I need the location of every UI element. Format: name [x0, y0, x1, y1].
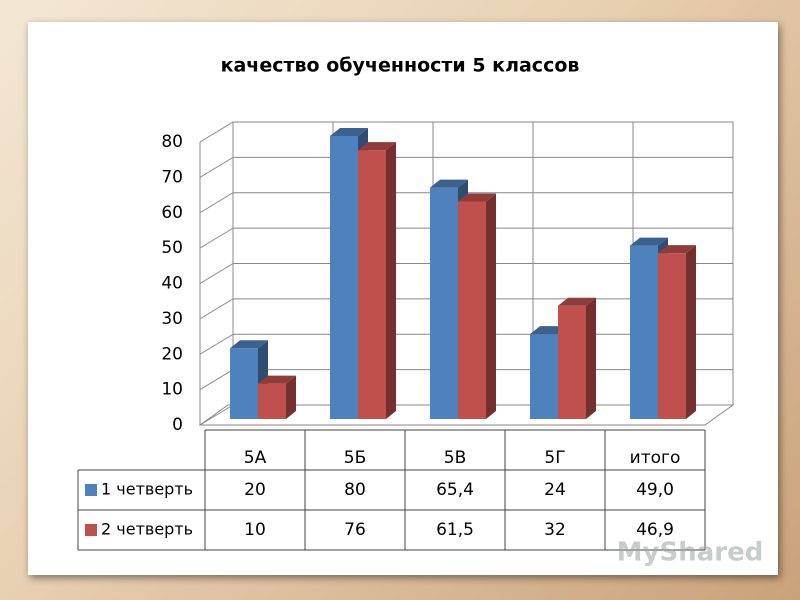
grid-line [199, 404, 234, 426]
bar-face [358, 142, 396, 151]
legend-label: 1 четверть [101, 480, 193, 499]
bar [358, 142, 396, 419]
grid-line [199, 369, 234, 391]
table-value: 24 [544, 480, 566, 500]
table-value: 65,4 [436, 480, 474, 500]
bar-face [530, 334, 558, 419]
bar-face [258, 375, 296, 384]
y-tick-label: 20 [161, 344, 183, 364]
y-tick-label: 50 [161, 238, 183, 258]
bar-face [458, 193, 496, 202]
grid-line [199, 227, 234, 249]
legend-label: 2 четверть [101, 520, 193, 539]
bar-face [430, 179, 468, 188]
bar-face [230, 348, 258, 419]
bar-face [630, 245, 658, 419]
y-tick-label: 30 [161, 309, 183, 329]
bar-face [330, 136, 358, 419]
x-tick-label: 5В [444, 448, 466, 468]
bar-face [658, 253, 686, 419]
x-tick-label: 5А [244, 448, 267, 468]
bar-face [486, 193, 496, 419]
bar-face [358, 150, 386, 419]
bar-face [558, 297, 596, 306]
grid-line [199, 156, 234, 178]
table-value: 49,0 [636, 480, 674, 500]
bar [558, 297, 596, 419]
x-tick-label: 5Г [544, 448, 565, 468]
bar-face [658, 245, 696, 254]
y-tick-label: 10 [161, 380, 183, 400]
bar-face [686, 245, 696, 419]
bar-face [386, 142, 396, 419]
grid-line [199, 298, 234, 320]
bar-face [458, 201, 486, 419]
table-value: 76 [344, 520, 366, 540]
bar [458, 193, 496, 419]
bar-face [286, 375, 296, 419]
table-value: 32 [544, 520, 566, 540]
bar [258, 375, 296, 419]
grid-line [199, 333, 234, 355]
y-tick-label: 80 [161, 132, 183, 152]
chart-title: качество обученности 5 классов [221, 55, 580, 77]
legend-swatch [85, 524, 97, 536]
y-tick-label: 60 [161, 203, 183, 223]
y-tick-label: 70 [161, 167, 183, 187]
table-value: 20 [244, 480, 266, 500]
bar-face [230, 340, 268, 349]
grid-line [199, 121, 234, 143]
bar-face [330, 128, 368, 136]
bar [658, 245, 696, 419]
bar-face [258, 383, 286, 419]
bar-face [586, 297, 596, 419]
table-value: 10 [244, 520, 266, 540]
table-value: 80 [344, 480, 366, 500]
y-tick-label: 0 [172, 415, 183, 435]
bar-face [630, 237, 668, 246]
x-tick-label: 5Б [344, 448, 366, 468]
grid-line [199, 192, 234, 214]
watermark: MyShared [617, 538, 764, 568]
bar-face [430, 187, 458, 419]
table-value: 46,9 [636, 520, 674, 540]
y-tick-label: 40 [161, 274, 183, 294]
grid-line [199, 263, 234, 284]
bar-face [558, 305, 586, 419]
x-tick-label: итого [630, 448, 681, 468]
legend-swatch [85, 484, 97, 496]
table-value: 61,5 [436, 520, 474, 540]
